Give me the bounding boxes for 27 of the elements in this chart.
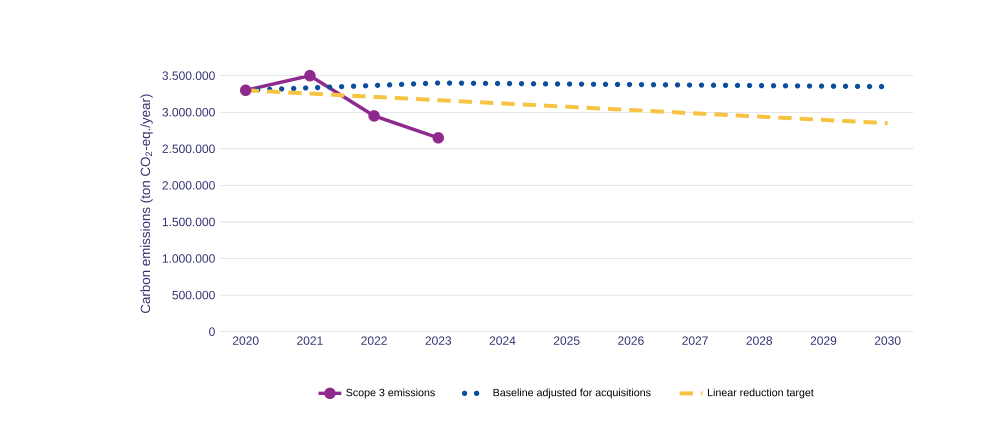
y-tick-label: 500.000 <box>172 290 215 300</box>
y-tick-label: 3.500.000 <box>162 71 215 80</box>
point <box>368 110 380 122</box>
y-tick-label: 1.500.000 <box>162 218 215 226</box>
x-tick-label: 2029 <box>810 336 836 345</box>
x-tick-label: 2030 <box>874 336 901 345</box>
x-tick-label: 2025 <box>554 336 580 345</box>
point <box>432 132 444 144</box>
y-tick-label: 2.500.000 <box>162 144 215 154</box>
x-tick-label: 2020 <box>232 336 259 345</box>
x-tick-label: 2026 <box>618 336 644 345</box>
x-tick-label: 2021 <box>297 336 323 345</box>
y-tick-label: 0 <box>209 327 215 336</box>
y-tick-label: 3.000.000 <box>162 108 215 116</box>
x-tick-label: 2028 <box>746 336 772 345</box>
x-tick-label: 2022 <box>361 336 387 345</box>
x-tick-label: 2024 <box>490 336 516 345</box>
y-tick-label: 2.000.000 <box>162 181 215 190</box>
y-axis-title: Carbon emissions (ton CO$_{2}$-eq./year) <box>140 94 153 313</box>
x-tick-label: 2027 <box>682 336 708 345</box>
point <box>304 70 316 82</box>
x-tick-label: 2023 <box>426 336 452 345</box>
y-tick-label: 1.000.000 <box>162 254 215 263</box>
legend-label: Scope 3 emissions <box>346 388 435 398</box>
point <box>240 84 252 96</box>
legend-label: Linear reduction target <box>708 388 814 398</box>
legend-label: Baseline adjusted for acquisitions <box>494 388 651 398</box>
